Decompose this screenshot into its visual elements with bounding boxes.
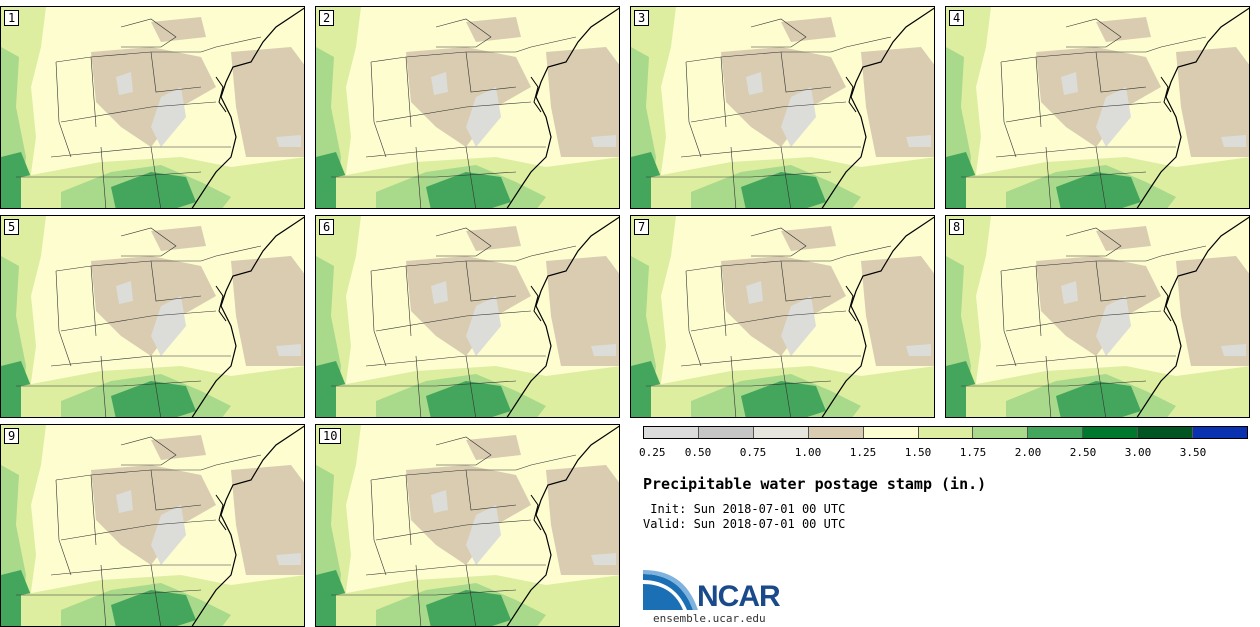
colorbar-segment [918, 427, 974, 438]
colorbar-segment [1028, 427, 1084, 438]
colorbar-segment [973, 427, 1029, 438]
precipitable-water-map [1, 7, 304, 208]
panel-number: 4 [949, 10, 965, 26]
postage-stamp-panel: 2 [315, 6, 620, 209]
init-time: Init: Sun 2018-07-01 00 UTC [643, 502, 846, 516]
chart-title: Precipitable water postage stamp (in.) [643, 475, 987, 493]
postage-stamp-panel: 10 [315, 424, 620, 627]
colorbar-tick-label: 3.50 [1179, 446, 1207, 459]
colorbar-tick-label: 0.50 [684, 446, 712, 459]
ncar-logo-text: NCAR [697, 580, 781, 613]
postage-stamp-panel: 1 [0, 6, 305, 209]
colorbar-segment [808, 427, 864, 438]
postage-stamp-panel: 7 [630, 215, 935, 418]
panel-number: 2 [319, 10, 335, 26]
postage-stamp-panel: 3 [630, 6, 935, 209]
colorbar-segment [1083, 427, 1139, 438]
colorbar [643, 426, 1248, 439]
colorbar-tick-label: 2.00 [1014, 446, 1042, 459]
postage-stamp-panel: 5 [0, 215, 305, 418]
colorbar-segment [644, 427, 699, 438]
colorbar-tick-labels: 0.25 0.50 0.75 1.00 1.25 1.50 1.75 2.00 2.50 3.00… [639, 446, 1248, 460]
colorbar-segment [1138, 427, 1194, 438]
panel-number: 3 [634, 10, 650, 26]
precipitable-water-map [946, 7, 1249, 208]
precipitable-water-map [631, 216, 934, 417]
colorbar-tick-label: 0.25 [639, 446, 666, 459]
colorbar-segment [1193, 427, 1247, 438]
colorbar-tick-label: 3.00 [1124, 446, 1152, 459]
precipitable-water-map [1, 425, 304, 626]
precipitable-water-map [316, 425, 619, 626]
panel-number: 1 [4, 10, 20, 26]
precipitable-water-map [946, 216, 1249, 417]
ncar-logo-icon [643, 570, 698, 610]
postage-stamp-panel: 8 [945, 215, 1250, 418]
postage-stamp-panel: 9 [0, 424, 305, 627]
colorbar-segment [753, 427, 809, 438]
colorbar-tick-label: 1.75 [959, 446, 987, 459]
colorbar-segment [698, 427, 754, 438]
colorbar-tick-label: 1.25 [849, 446, 877, 459]
colorbar-tick-label: 0.75 [739, 446, 767, 459]
site-url: ensemble.ucar.edu [653, 612, 766, 625]
postage-stamp-panel: 6 [315, 215, 620, 418]
panel-number: 5 [4, 219, 20, 235]
panel-number: 6 [319, 219, 335, 235]
panel-number: 10 [319, 428, 342, 444]
precipitable-water-map [316, 7, 619, 208]
panel-number: 8 [949, 219, 965, 235]
panel-number: 7 [634, 219, 650, 235]
precipitable-water-map [631, 7, 934, 208]
colorbar-tick-label: 2.50 [1069, 446, 1097, 459]
precipitable-water-map [1, 216, 304, 417]
colorbar-segment [863, 427, 919, 438]
precipitable-water-map [316, 216, 619, 417]
postage-stamp-panel: 4 [945, 6, 1250, 209]
colorbar-tick-label: 1.50 [904, 446, 932, 459]
valid-time: Valid: Sun 2018-07-01 00 UTC [643, 517, 846, 531]
panel-number: 9 [4, 428, 20, 444]
colorbar-tick-label: 1.00 [794, 446, 822, 459]
